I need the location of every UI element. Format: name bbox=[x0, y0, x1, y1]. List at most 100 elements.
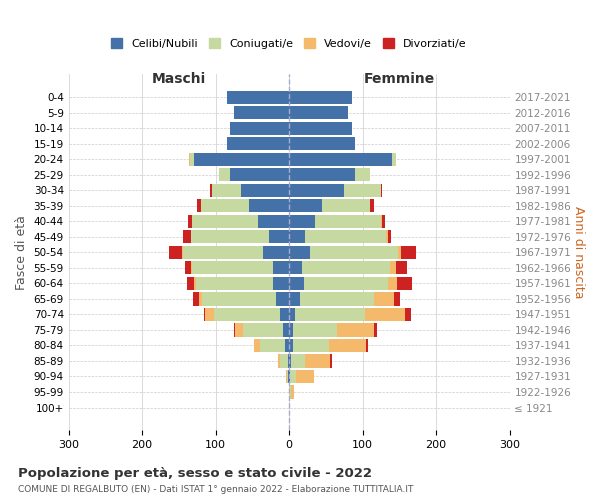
Bar bbox=[337, 324, 374, 336]
Bar bbox=[374, 324, 377, 336]
Legend: Celibi/Nubili, Coniugati/e, Vedovi/e, Divorziati/e: Celibi/Nubili, Coniugati/e, Vedovi/e, Di… bbox=[107, 34, 471, 54]
Bar bbox=[289, 262, 302, 274]
Bar bbox=[248, 200, 289, 212]
Bar bbox=[305, 354, 330, 368]
Text: Femmine: Femmine bbox=[364, 72, 435, 86]
Bar bbox=[286, 370, 287, 383]
Bar bbox=[190, 152, 194, 166]
Bar bbox=[289, 277, 304, 290]
Bar bbox=[227, 137, 289, 150]
Bar bbox=[289, 168, 355, 181]
Bar bbox=[391, 262, 397, 274]
Bar bbox=[344, 184, 381, 197]
Bar bbox=[289, 152, 392, 166]
Bar bbox=[280, 308, 289, 321]
Bar bbox=[212, 184, 241, 197]
Bar bbox=[305, 230, 386, 243]
Bar bbox=[397, 277, 412, 290]
Bar bbox=[258, 215, 289, 228]
Bar bbox=[230, 168, 289, 181]
Bar bbox=[273, 277, 289, 290]
Bar bbox=[235, 324, 243, 336]
Bar bbox=[234, 324, 235, 336]
Bar bbox=[330, 354, 332, 368]
Bar bbox=[289, 246, 310, 259]
Bar bbox=[392, 152, 395, 166]
Bar bbox=[382, 215, 385, 228]
Bar bbox=[355, 168, 370, 181]
Bar bbox=[398, 246, 401, 259]
Bar bbox=[189, 152, 190, 166]
Bar bbox=[218, 168, 219, 181]
Bar bbox=[289, 339, 293, 352]
Bar bbox=[289, 106, 348, 120]
Bar bbox=[296, 370, 314, 383]
Bar bbox=[263, 246, 289, 259]
Text: Popolazione per età, sesso e stato civile - 2022: Popolazione per età, sesso e stato civil… bbox=[18, 468, 372, 480]
Bar bbox=[194, 152, 289, 166]
Bar bbox=[289, 308, 295, 321]
Bar bbox=[202, 292, 276, 306]
Bar bbox=[289, 324, 293, 336]
Bar bbox=[191, 230, 269, 243]
Bar bbox=[370, 200, 374, 212]
Bar bbox=[219, 168, 230, 181]
Bar bbox=[322, 200, 370, 212]
Bar bbox=[289, 354, 291, 368]
Bar bbox=[196, 277, 273, 290]
Bar bbox=[291, 354, 305, 368]
Bar bbox=[193, 292, 199, 306]
Bar bbox=[289, 137, 355, 150]
Bar bbox=[289, 90, 352, 104]
Bar bbox=[388, 230, 391, 243]
Bar bbox=[185, 262, 191, 274]
Bar bbox=[289, 370, 290, 383]
Bar bbox=[214, 308, 280, 321]
Bar bbox=[199, 292, 202, 306]
Bar bbox=[205, 308, 214, 321]
Bar bbox=[289, 215, 315, 228]
Bar bbox=[283, 324, 289, 336]
Bar bbox=[287, 370, 289, 383]
Bar bbox=[192, 215, 258, 228]
Bar bbox=[290, 386, 294, 398]
Bar bbox=[230, 122, 289, 135]
Text: Maschi: Maschi bbox=[152, 72, 206, 86]
Bar bbox=[300, 292, 374, 306]
Y-axis label: Fasce di età: Fasce di età bbox=[15, 215, 28, 290]
Bar bbox=[290, 370, 296, 383]
Bar bbox=[234, 106, 289, 120]
Bar bbox=[211, 184, 212, 197]
Bar bbox=[386, 230, 388, 243]
Bar bbox=[188, 215, 192, 228]
Text: COMUNE DI REGALBUTO (EN) - Dati ISTAT 1° gennaio 2022 - Elaborazione TUTTITALIA.: COMUNE DI REGALBUTO (EN) - Dati ISTAT 1°… bbox=[18, 486, 413, 494]
Bar bbox=[260, 339, 286, 352]
Bar bbox=[289, 386, 290, 398]
Bar bbox=[329, 339, 366, 352]
Bar bbox=[302, 262, 391, 274]
Bar bbox=[365, 308, 405, 321]
Bar bbox=[269, 230, 289, 243]
Bar bbox=[182, 246, 263, 259]
Bar bbox=[394, 292, 400, 306]
Bar bbox=[381, 215, 382, 228]
Bar bbox=[254, 339, 260, 352]
Bar bbox=[289, 230, 305, 243]
Bar bbox=[194, 277, 196, 290]
Bar bbox=[241, 184, 289, 197]
Bar bbox=[191, 262, 192, 274]
Bar bbox=[295, 308, 365, 321]
Bar bbox=[280, 354, 287, 368]
Bar bbox=[381, 184, 382, 197]
Bar bbox=[293, 324, 337, 336]
Bar bbox=[289, 122, 352, 135]
Bar bbox=[289, 184, 344, 197]
Bar bbox=[227, 90, 289, 104]
Bar bbox=[278, 354, 280, 368]
Bar bbox=[388, 277, 397, 290]
Bar bbox=[289, 292, 300, 306]
Bar bbox=[397, 262, 407, 274]
Bar bbox=[183, 230, 191, 243]
Bar bbox=[197, 200, 201, 212]
Bar bbox=[310, 246, 398, 259]
